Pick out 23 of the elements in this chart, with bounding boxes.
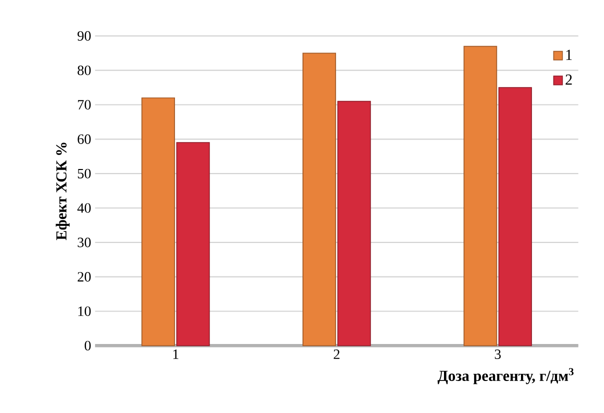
bar xyxy=(464,46,498,346)
y-tick-label: 70 xyxy=(78,100,91,110)
x-tick-label: 1 xyxy=(173,350,178,360)
x-tick-label: 2 xyxy=(334,350,340,360)
y-tick-label: 30 xyxy=(78,238,91,248)
y-axis-title: Ефект ХСК % xyxy=(56,142,70,240)
bar xyxy=(302,52,336,346)
y-tick-label: 60 xyxy=(78,134,91,144)
bar xyxy=(498,87,532,346)
x-tick-label: 3 xyxy=(494,350,501,360)
bar xyxy=(141,98,175,346)
y-tick-label: 0 xyxy=(84,341,91,351)
y-tick-label: 50 xyxy=(78,169,91,179)
y-tick-label: 20 xyxy=(78,272,91,282)
legend-label: 1 xyxy=(566,50,572,60)
bar xyxy=(337,101,371,346)
x-axis-title: Доза реагенту, г/дм$^{3}$ xyxy=(438,368,574,384)
y-tick-label: 90 xyxy=(78,31,91,41)
y-tick-label: 40 xyxy=(77,203,91,213)
y-tick-label: 10 xyxy=(78,306,91,316)
bar xyxy=(176,142,210,346)
y-tick-label: 80 xyxy=(78,66,91,76)
legend-label: 2 xyxy=(566,74,572,85)
